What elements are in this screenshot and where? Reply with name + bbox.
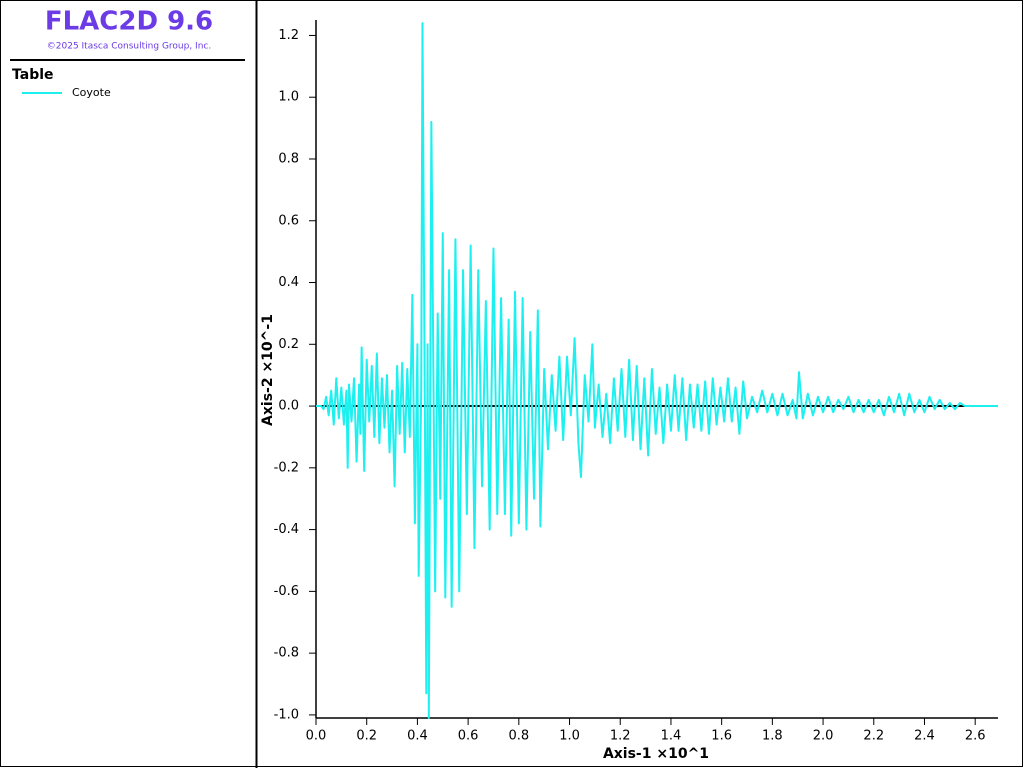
x-tick-label: 2.0 [813,729,834,744]
legend-title: Table [12,67,54,83]
x-tick-label: 1.0 [559,729,580,744]
y-tick-label: 1.0 [278,90,299,105]
x-tick-label: 2.2 [863,729,884,744]
x-tick-label: 0.8 [508,729,529,744]
x-tick-label: 0.4 [407,729,428,744]
y-tick-label: 0.0 [278,399,299,414]
x-tick-label: 2.4 [914,729,935,744]
legend-label: Coyote [72,86,111,99]
y-tick-label: -1.0 [274,707,299,722]
legend: Coyote [22,86,111,99]
plot: -1.0 -0.8 -0.6 -0.4 -0.2 0.0 0.2 0.4 0.6 0.8 1.0 1.… [274,20,998,744]
x-tick-label: 1.2 [610,729,631,744]
x-tick-label: 1.6 [711,729,732,744]
y-tick-label: -0.2 [274,460,299,475]
copyright: ©2025 Itasca Consulting Group, Inc. [47,42,211,52]
x-tick-label: 0.0 [306,729,327,744]
y-tick-label: 0.4 [278,275,299,290]
y-axis-label: Axis-2 ×10^-1 [260,314,276,426]
y-tick-label: -0.4 [274,522,299,537]
app-title: FLAC2D 9.6 [45,7,213,37]
x-tick-label: 0.6 [458,729,479,744]
y-tick-label: -0.6 [274,584,299,599]
y-tick-label: 0.8 [278,151,299,166]
y-tick-label: 0.2 [278,337,299,352]
x-tick-label: 0.2 [356,729,377,744]
y-tick-label: 0.6 [278,213,299,228]
y-tick-label: -0.8 [274,646,299,661]
x-tick-label: 2.6 [965,729,986,744]
x-tick-label: 1.8 [762,729,783,744]
data-line [316,22,998,719]
x-axis-label: Axis-1 ×10^1 [603,746,709,762]
x-tick-label: 1.4 [661,729,682,744]
y-tick-label: 1.2 [278,28,299,43]
